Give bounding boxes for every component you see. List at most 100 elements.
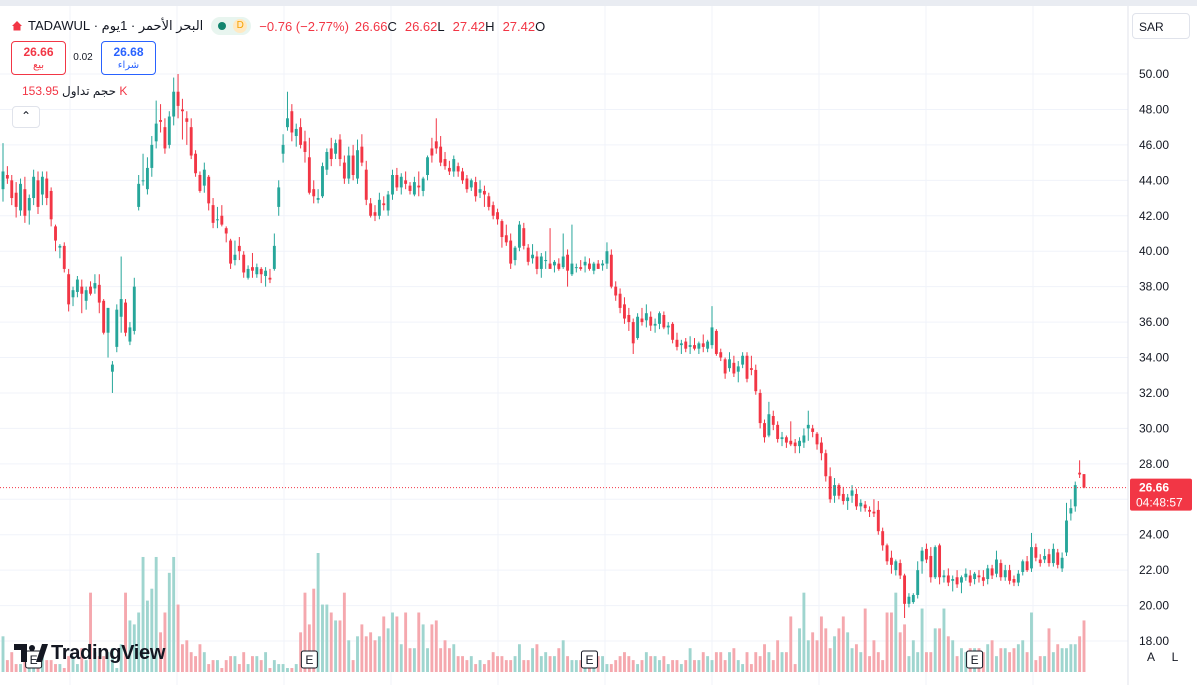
candle-body — [461, 171, 464, 181]
candle-body — [347, 155, 351, 179]
tradingview-logo-text: TradingView — [51, 641, 166, 664]
market-status[interactable]: D — [211, 17, 252, 35]
candle-body — [185, 118, 189, 122]
candle-body — [132, 286, 136, 331]
buy-button[interactable]: 26.68 شراء — [101, 41, 156, 75]
collapse-legend-button[interactable]: ⌃ — [12, 106, 40, 128]
price-tick-label: 20.00 — [1139, 599, 1169, 613]
candle-body — [194, 153, 198, 174]
volume-bar — [434, 620, 438, 672]
volume-bar — [62, 668, 66, 672]
volume-bar — [907, 656, 911, 672]
candle-body — [303, 141, 307, 152]
volume-bar — [728, 652, 731, 672]
volume-bar — [846, 632, 850, 672]
volume-bar — [1012, 648, 1016, 672]
candle-body — [837, 485, 841, 496]
candle-body — [539, 256, 543, 269]
volume-bar — [461, 656, 464, 672]
candle-body — [920, 550, 924, 562]
volume-bar — [806, 640, 810, 672]
volume-bar — [566, 656, 570, 672]
volume-bar — [386, 628, 390, 672]
volume-bar — [189, 652, 193, 672]
candle-body — [242, 254, 246, 273]
volume-bar — [596, 656, 600, 672]
candle-body — [968, 575, 972, 583]
candle-body — [399, 176, 403, 188]
candle-body — [1056, 552, 1060, 565]
volume-bar — [1060, 648, 1064, 672]
candle-body — [881, 531, 885, 546]
candle-body — [758, 392, 762, 424]
volume-bar — [898, 632, 902, 672]
candle-body — [811, 428, 815, 432]
symbol-name[interactable]: البحر الأحمر · 1يوم · TADAWUL — [28, 18, 204, 33]
log-scale-button[interactable]: L — [1166, 648, 1184, 666]
price-tick-label: 44.00 — [1139, 173, 1169, 187]
candle-body — [710, 327, 714, 346]
volume-bar — [246, 664, 250, 672]
volume-bar — [623, 652, 626, 672]
volume-bar — [1051, 652, 1055, 672]
volume-bar — [496, 656, 499, 672]
candle-body — [552, 261, 556, 266]
candle-body — [596, 263, 600, 269]
volume-bar — [198, 644, 202, 672]
candle-body — [93, 283, 97, 289]
volume-bar — [819, 616, 823, 672]
candle-body — [898, 563, 902, 576]
candle-body — [666, 325, 670, 328]
volume-bar — [84, 660, 88, 672]
auto-scale-button[interactable]: A — [1142, 648, 1160, 666]
volume-bar — [137, 612, 141, 672]
candle-body — [653, 323, 657, 326]
open-value: 27.42 — [502, 18, 536, 34]
volume-bar — [439, 648, 443, 672]
candle-body — [973, 573, 977, 580]
volume-bar — [40, 656, 44, 672]
tradingview-logo[interactable]: TradingView — [14, 641, 165, 665]
tradingview-logo-icon — [14, 644, 48, 662]
volume-bar — [614, 660, 618, 672]
candle-body — [903, 575, 907, 604]
volume-bar — [19, 664, 22, 672]
candle-body — [102, 300, 106, 333]
volume-bar — [1038, 656, 1042, 672]
volume-bar — [237, 664, 241, 672]
candle-body — [115, 309, 119, 347]
volume-bar — [872, 640, 876, 672]
volume-bar — [535, 644, 539, 672]
volume-bar — [97, 656, 101, 672]
candle-body — [767, 414, 771, 436]
volume-bar — [58, 664, 62, 672]
sell-button[interactable]: 26.66 بيع — [11, 41, 66, 75]
candle-body — [80, 286, 84, 294]
candle-body — [216, 219, 219, 221]
currency-selector[interactable]: SAR — [1132, 13, 1190, 39]
volume-bar — [714, 652, 718, 672]
candle-body — [32, 176, 36, 199]
candle-body — [382, 203, 386, 206]
candle-body — [627, 314, 631, 323]
candle-body — [456, 166, 460, 172]
price-tick-label: 46.00 — [1139, 138, 1169, 152]
candle-body — [408, 185, 412, 191]
low-label: L — [437, 18, 445, 34]
candle-body — [916, 570, 920, 595]
candle-body — [623, 304, 626, 319]
price-tick-label: 30.00 — [1139, 421, 1169, 435]
volume-bar — [49, 660, 53, 672]
candle-body — [255, 267, 259, 275]
candle-body — [469, 180, 473, 188]
volume-bar — [447, 648, 451, 672]
volume-bar — [942, 608, 946, 672]
volume-bar — [964, 652, 968, 672]
candle-body — [294, 128, 298, 137]
volume-bar — [1008, 652, 1012, 672]
candle-body — [522, 228, 526, 246]
volume-bar — [697, 660, 701, 672]
volume-bar — [653, 656, 657, 672]
volume-bar — [894, 592, 898, 672]
